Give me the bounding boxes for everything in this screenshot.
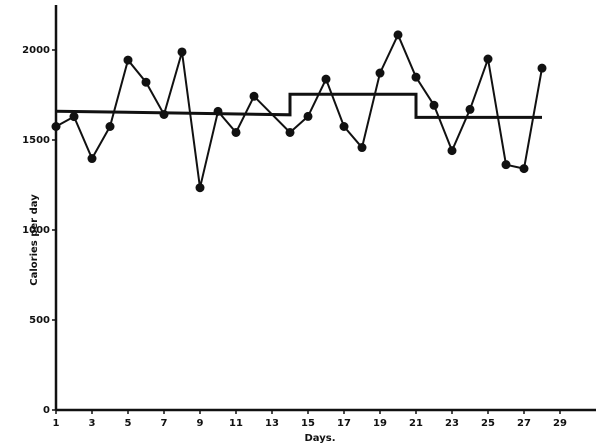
point	[339, 122, 349, 131]
point	[519, 164, 529, 174]
point	[501, 160, 511, 170]
y-tick-label: 500	[29, 315, 50, 326]
series-line	[55, 92, 542, 119]
point	[195, 183, 205, 193]
x-tick-label: 13	[265, 418, 279, 429]
y-tick-label: 1500	[22, 135, 50, 146]
point	[87, 154, 97, 164]
point	[141, 77, 151, 87]
point	[231, 127, 241, 137]
point	[447, 146, 457, 156]
x-tick-label: 11	[229, 418, 243, 429]
y-tick-label: 1000	[22, 225, 50, 236]
x-tick-label: 29	[553, 418, 567, 429]
point	[69, 112, 79, 122]
x-tick-label: 15	[301, 418, 315, 429]
point	[123, 55, 133, 65]
x-tick-label: 21	[409, 418, 423, 429]
x-tick-label: 17	[337, 418, 351, 429]
x-tick-label: 25	[481, 418, 495, 429]
y-tick-label: 2000	[22, 45, 50, 56]
point	[285, 127, 295, 137]
point	[177, 47, 187, 57]
point	[321, 74, 331, 84]
point	[429, 100, 439, 110]
point	[411, 72, 421, 82]
point	[51, 122, 61, 131]
point	[357, 143, 367, 153]
y-tick-label: 0	[43, 405, 50, 416]
x-tick-label: 19	[373, 418, 387, 429]
point	[465, 104, 475, 114]
point	[159, 109, 169, 119]
x-tick-label: 3	[89, 418, 96, 429]
y-axis-label: Calories per day	[29, 194, 40, 286]
point	[537, 63, 547, 73]
x-tick-label: 7	[161, 418, 168, 429]
point	[375, 68, 385, 78]
x-tick-label: 5	[125, 418, 132, 429]
point	[249, 91, 259, 101]
x-tick-label: 1	[53, 418, 60, 429]
x-tick-label: 9	[197, 418, 204, 429]
point	[303, 111, 313, 121]
point	[393, 30, 403, 40]
x-tick-label: 23	[445, 418, 459, 429]
point	[483, 54, 493, 64]
point	[105, 122, 115, 131]
x-tick-label: 27	[517, 418, 531, 429]
x-axis-label: Days.	[304, 433, 335, 444]
